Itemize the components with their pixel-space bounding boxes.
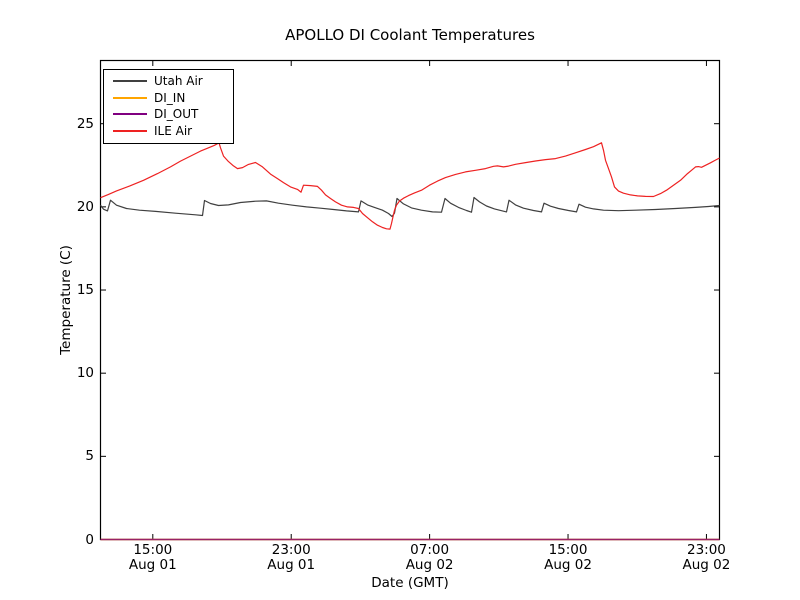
x-tick-date: Aug 02 xyxy=(405,556,454,573)
y-tick-label-0: 0 xyxy=(85,531,94,548)
x-axis-label: Date (GMT) xyxy=(371,575,449,591)
legend-line-swatch xyxy=(113,129,147,132)
x-tick-time: 07:00 xyxy=(410,542,450,558)
x-tick-time: 23:00 xyxy=(271,542,311,558)
legend-entry-di-out: DI_OUT xyxy=(113,106,229,123)
x-tick-label-07-00-aug-02: 07:00 Aug 02 xyxy=(385,543,475,572)
legend-line-swatch xyxy=(113,80,147,83)
y-axis-label: Temperature (C) xyxy=(58,245,74,355)
x-tick-time: 15:00 xyxy=(133,542,173,558)
legend-label: DI_OUT xyxy=(154,107,199,122)
legend-entry-ile-air: ILE Air xyxy=(113,123,229,140)
x-tick-label-23-00-aug-02: 23:00 Aug 02 xyxy=(661,543,751,572)
chart-title: APOLLO DI Coolant Temperatures xyxy=(285,26,535,44)
x-tick-time: 23:00 xyxy=(686,542,726,558)
y-tick-label-15: 15 xyxy=(76,282,94,299)
y-tick-label-20: 20 xyxy=(76,198,94,215)
x-tick-date: Aug 01 xyxy=(267,556,316,573)
legend-line-swatch xyxy=(113,96,147,99)
legend-label: ILE Air xyxy=(154,123,193,138)
legend: Utah Air DI_IN DI_OUT ILE Air xyxy=(103,69,234,144)
legend-label: Utah Air xyxy=(154,74,203,89)
x-tick-label-15-00-aug-02: 15:00 Aug 02 xyxy=(523,543,613,572)
y-tick-label-5: 5 xyxy=(85,448,94,465)
legend-line-swatch xyxy=(113,113,147,116)
series-line-ile-air xyxy=(100,142,720,230)
x-tick-date: Aug 02 xyxy=(544,556,592,573)
y-tick-label-25: 25 xyxy=(76,115,94,132)
x-tick-time: 15:00 xyxy=(548,542,588,558)
x-tick-date: Aug 02 xyxy=(682,556,731,573)
y-tick-label-10: 10 xyxy=(76,365,94,382)
legend-entry-utah-air: Utah Air xyxy=(113,73,229,90)
legend-entry-di-in: DI_IN xyxy=(113,90,229,107)
legend-label: DI_IN xyxy=(154,90,186,105)
series-line-utah-air xyxy=(100,196,720,218)
x-tick-label-23-00-aug-01: 23:00 Aug 01 xyxy=(246,543,336,572)
plot-area xyxy=(99,59,721,541)
x-tick-date: Aug 01 xyxy=(128,556,177,573)
x-tick-label-15-00-aug-01: 15:00 Aug 01 xyxy=(108,543,198,572)
